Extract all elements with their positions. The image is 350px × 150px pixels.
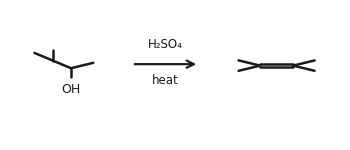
Text: H₂SO₄: H₂SO₄ xyxy=(148,38,183,51)
Text: heat: heat xyxy=(152,74,179,87)
Text: OH: OH xyxy=(61,83,80,96)
